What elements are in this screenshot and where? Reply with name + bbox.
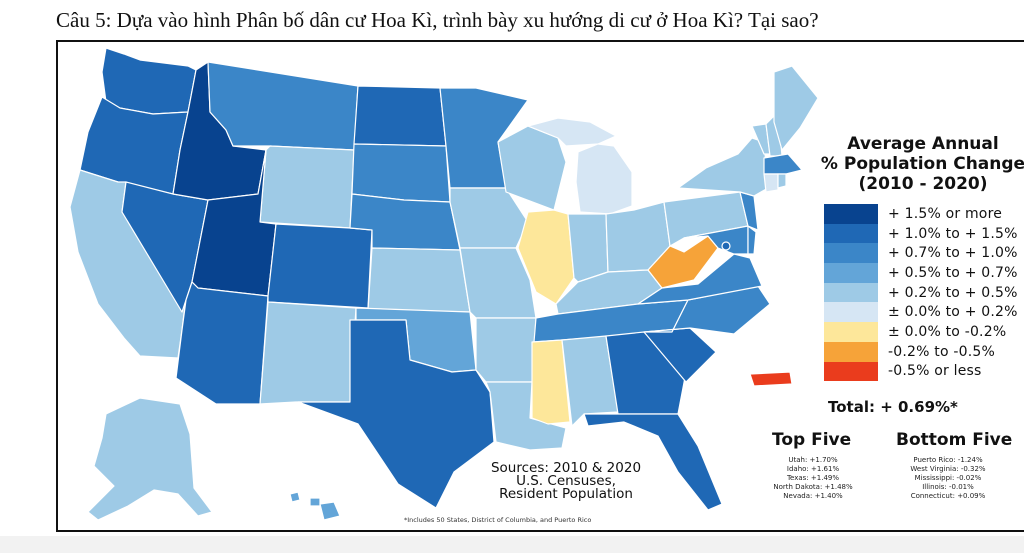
state-connecticut — [763, 173, 779, 193]
legend-title-line-2: % Population Change — [820, 154, 1024, 174]
legend: + 1.5% or more + 1.0% to + 1.5% + 0.7% t… — [824, 204, 1018, 382]
top-five-item: Nevada: +1.40% — [783, 492, 843, 500]
state-alaska — [87, 397, 213, 521]
state-indiana — [567, 213, 609, 283]
district-of-columbia — [721, 241, 731, 251]
top-five-item: Idaho: +1.61% — [786, 465, 840, 473]
state-illinois — [517, 209, 575, 305]
state-arizona — [175, 281, 269, 405]
bottom-five-item: Puerto Rico: -1.24% — [913, 456, 983, 464]
bottom-five-item: West Virginia: -0.32% — [910, 465, 986, 473]
legend-item: + 1.5% or more — [824, 204, 1018, 224]
state-colorado — [267, 223, 373, 309]
state-florida — [583, 413, 723, 511]
legend-item: + 1.0% to + 1.5% — [824, 223, 1018, 244]
legend-label: -0.5% or less — [888, 363, 982, 380]
bottom-five-heading: Bottom Five — [896, 430, 1013, 450]
state-georgia — [605, 331, 687, 415]
state-delaware — [747, 225, 757, 255]
total-label: Total: + 0.69%* — [828, 398, 958, 416]
top-five-list: Utah: +1.70% Idaho: +1.61% Texas: +1.49%… — [758, 456, 868, 501]
legend-label: ± 0.0% to -0.2% — [888, 323, 1007, 340]
state-south-dakota — [351, 143, 451, 203]
legend-item: ± 0.0% to -0.2% — [824, 322, 1018, 342]
legend-item: + 0.5% to + 0.7% — [824, 263, 1018, 283]
bottom-five-item: Mississippi: -0.02% — [914, 474, 982, 482]
bottom-strip — [0, 536, 1024, 553]
state-hawaii-3 — [319, 501, 341, 521]
territory-puerto-rico — [749, 371, 793, 387]
legend-swatch — [824, 282, 878, 303]
state-rhode-island — [777, 173, 787, 189]
state-hawaii — [289, 491, 301, 503]
legend-swatch — [824, 223, 878, 244]
legend-swatch — [824, 341, 878, 362]
state-new-mexico — [259, 301, 357, 405]
legend-label: -0.2% to -0.5% — [888, 343, 995, 360]
state-wyoming — [259, 145, 355, 229]
legend-title: Average Annual % Population Change (2010… — [818, 134, 1024, 194]
legend-item: + 0.7% to + 1.0% — [824, 243, 1018, 264]
legend-title-line-1: Average Annual — [847, 134, 999, 154]
bottom-five-item: Illinois: -0.01% — [922, 483, 974, 491]
legend-label: + 1.0% to + 1.5% — [888, 225, 1018, 242]
legend-swatch — [824, 361, 878, 382]
legend-swatch — [824, 302, 878, 323]
top-five-item: Utah: +1.70% — [788, 456, 838, 464]
state-north-dakota — [353, 85, 447, 147]
legend-title-line-3: (2010 - 2020) — [858, 174, 988, 194]
legend-item: -0.2% to -0.5% — [824, 341, 1018, 362]
legend-label: ± 0.0% to + 0.2% — [888, 304, 1018, 321]
legend-label: + 0.5% to + 0.7% — [888, 264, 1018, 281]
state-new-york — [677, 137, 769, 197]
state-kansas — [367, 247, 471, 313]
state-iowa — [449, 187, 529, 249]
state-montana — [207, 61, 359, 151]
legend-item: + 0.2% to + 0.5% — [824, 282, 1018, 303]
legend-swatch — [824, 322, 878, 342]
state-texas — [297, 319, 495, 509]
bottom-five-item: Connecticut: +0.09% — [910, 492, 986, 500]
legend-swatch — [824, 204, 878, 224]
legend-item: ± 0.0% to + 0.2% — [824, 302, 1018, 323]
top-five-item: North Dakota: +1.48% — [773, 483, 853, 491]
state-maine — [773, 65, 819, 151]
footnote: *Includes 50 States, District of Columbi… — [404, 516, 592, 524]
sources-line: U.S. Censuses, — [516, 473, 616, 489]
state-mississippi — [531, 339, 571, 425]
legend-item: -0.5% or less — [824, 361, 1018, 382]
legend-label: + 1.5% or more — [888, 205, 1003, 222]
legend-swatch — [824, 243, 878, 264]
legend-label: + 0.7% to + 1.0% — [888, 245, 1018, 262]
state-hawaii-2 — [309, 497, 321, 507]
map-figure: Average Annual % Population Change (2010… — [56, 40, 1024, 532]
top-five-heading: Top Five — [772, 430, 852, 450]
us-population-change-map — [69, 47, 819, 521]
sources-line: Sources: 2010 & 2020 — [490, 460, 642, 476]
state-michigan-upper — [527, 117, 617, 147]
state-michigan — [575, 143, 633, 215]
bottom-five-list: Puerto Rico: -1.24% West Virginia: -0.32… — [888, 456, 1008, 501]
state-virginia — [637, 253, 763, 305]
legend-label: + 0.2% to + 0.5% — [888, 284, 1018, 301]
legend-swatch — [824, 263, 878, 283]
sources-line: Resident Population — [499, 486, 633, 502]
state-alabama — [561, 335, 619, 427]
state-massachusetts — [763, 153, 803, 175]
state-arkansas — [475, 317, 537, 383]
sources-note: Sources: 2010 & 2020 U.S. Censuses, Resi… — [466, 460, 666, 502]
state-washington — [101, 47, 197, 115]
question-text: Câu 5: Dựa vào hình Phân bố dân cư Hoa K… — [56, 8, 819, 32]
state-louisiana — [485, 381, 567, 451]
top-five-item: Texas: +1.49% — [786, 474, 840, 482]
